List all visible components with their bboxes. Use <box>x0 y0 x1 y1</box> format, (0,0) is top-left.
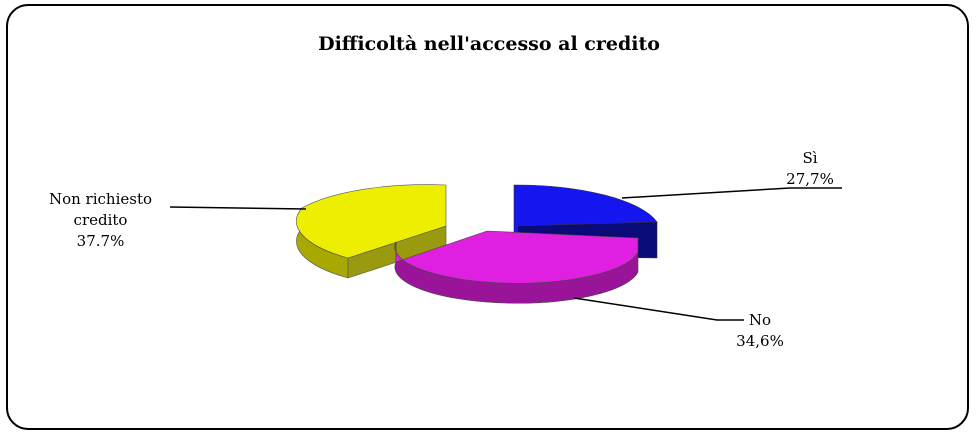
label-no-name: No <box>748 311 772 329</box>
slice-no <box>394 230 639 284</box>
slice-non-richiesto <box>296 184 447 259</box>
label-non-richiesto-name-line1: Non richiesto <box>48 190 153 208</box>
chart-title: Difficoltà nell'accesso al credito <box>318 33 660 55</box>
label-si: Sì 27,7% <box>780 148 840 190</box>
leader-line-non-richiesto <box>169 206 307 210</box>
label-no: No 34,6% <box>730 310 790 352</box>
label-non-richiesto-value: 37.7% <box>76 232 125 250</box>
label-si-name: Sì <box>802 149 818 167</box>
chart-frame <box>6 4 969 430</box>
leader-line-no <box>573 297 744 321</box>
label-non-richiesto: Non richiesto credito 37.7% <box>33 189 168 252</box>
label-no-value: 34,6% <box>736 332 784 350</box>
slice-si <box>513 184 658 227</box>
label-non-richiesto-name-line2: credito <box>73 211 128 229</box>
label-si-value: 27,7% <box>786 170 834 188</box>
leader-line-si <box>621 187 842 199</box>
